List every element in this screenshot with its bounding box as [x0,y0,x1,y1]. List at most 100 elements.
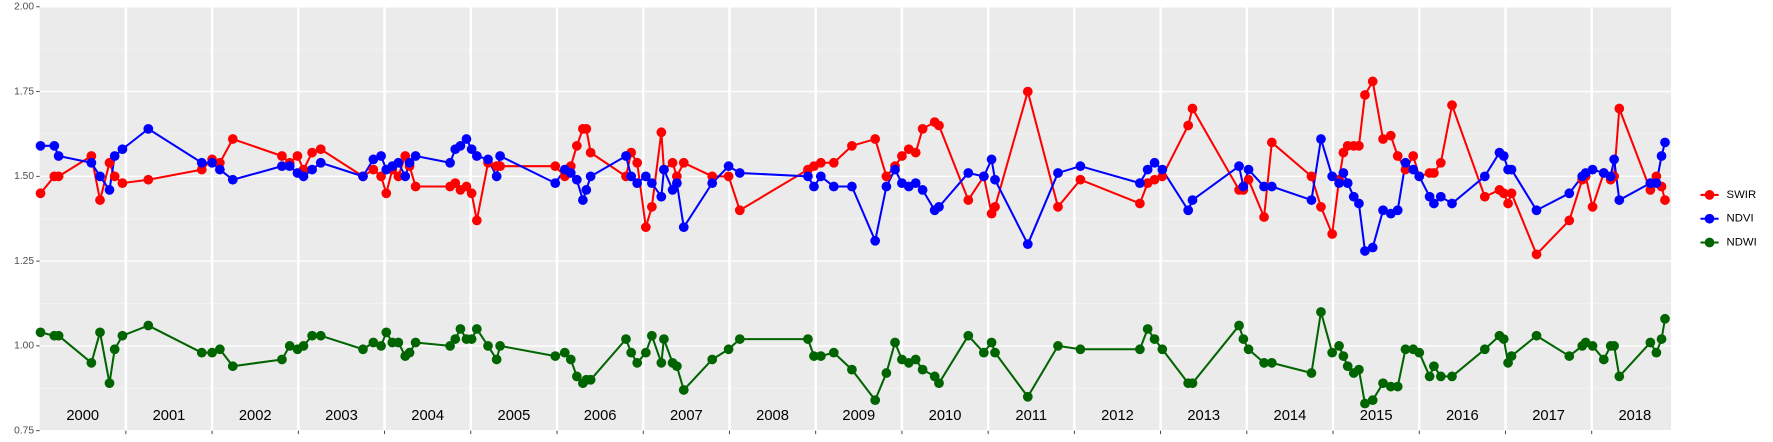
data-point [1334,178,1344,189]
data-point [143,124,154,134]
data-point [640,171,651,182]
data-point [1392,381,1403,392]
data-point [1378,134,1388,144]
data-point [990,174,1000,185]
data-point [585,147,596,158]
data-point [117,330,128,341]
year-label: 2014 [1274,408,1307,424]
data-point [1187,195,1198,205]
data-point [632,157,643,168]
data-point [1354,364,1364,375]
data-point [881,368,892,378]
data-point [1142,164,1153,175]
data-point [646,330,657,341]
data-point [1447,198,1457,209]
data-point [404,157,415,168]
data-point [1360,90,1370,100]
data-point [483,154,493,165]
data-point [734,205,745,216]
data-point [95,195,105,205]
data-point [809,181,819,192]
data-point [109,151,120,161]
data-point [1149,174,1160,185]
data-point [1338,168,1349,178]
data-point [1400,164,1411,175]
data-point [659,334,669,344]
data-point [1429,361,1439,372]
data-point [870,395,881,406]
data-point [678,385,689,395]
data-point [1609,341,1620,351]
data-point [86,357,97,368]
data-point [656,127,667,138]
data-point [284,161,295,172]
data-point [1075,174,1086,185]
data-point [1022,239,1033,250]
data-point [626,347,637,358]
data-point [1327,229,1338,239]
data-point [410,337,421,348]
data-point [707,178,718,189]
data-point [393,337,404,348]
data-point [671,361,682,372]
data-point [1506,188,1517,199]
data-point [1135,178,1145,189]
data-point [483,341,493,351]
year-label: 2008 [756,408,789,424]
data-point [1234,320,1244,331]
year-label: 2000 [66,408,99,424]
data-point [1183,205,1194,216]
data-point [723,344,734,355]
data-point [632,357,643,368]
data-point [450,334,461,344]
data-point [1316,134,1326,144]
data-point [315,330,326,341]
data-point [1327,171,1338,182]
data-point [1187,103,1198,114]
data-point [723,171,734,182]
data-point [1435,371,1446,382]
year-label: 2010 [929,408,962,424]
data-point [626,171,637,182]
data-point [1149,334,1160,344]
data-point [368,337,379,348]
data-point [471,151,482,161]
data-point [1266,137,1277,148]
data-point [678,222,689,233]
data-point [109,344,120,355]
data-point [1354,198,1364,209]
data-point [445,341,455,351]
data-point [1135,198,1145,209]
data-point [298,341,309,351]
data-point [828,157,839,168]
data-point [571,140,582,151]
data-point [1498,188,1509,199]
data-point [1259,212,1269,222]
data-point [1424,371,1435,382]
data-point [1243,174,1254,185]
data-point [277,161,287,172]
data-point [1656,334,1667,344]
data-point [495,161,505,172]
data-point [1316,201,1326,212]
data-point [1479,171,1490,182]
data-point [1564,188,1575,199]
data-point [571,174,582,185]
data-point [1645,185,1656,195]
data-point [1408,151,1419,161]
data-point [550,351,561,361]
year-label: 2005 [498,408,531,424]
data-point [1498,334,1509,344]
data-point [1660,195,1670,205]
data-point [621,151,631,161]
data-point [565,168,576,178]
data-point [104,378,115,389]
data-point [1238,181,1249,192]
data-point [934,378,944,389]
data-point [990,347,1000,358]
data-point [986,337,997,348]
legend: SWIR NDVI NDWI [1700,189,1757,249]
data-point [376,341,386,351]
data-point [466,334,477,344]
data-point [910,147,921,158]
